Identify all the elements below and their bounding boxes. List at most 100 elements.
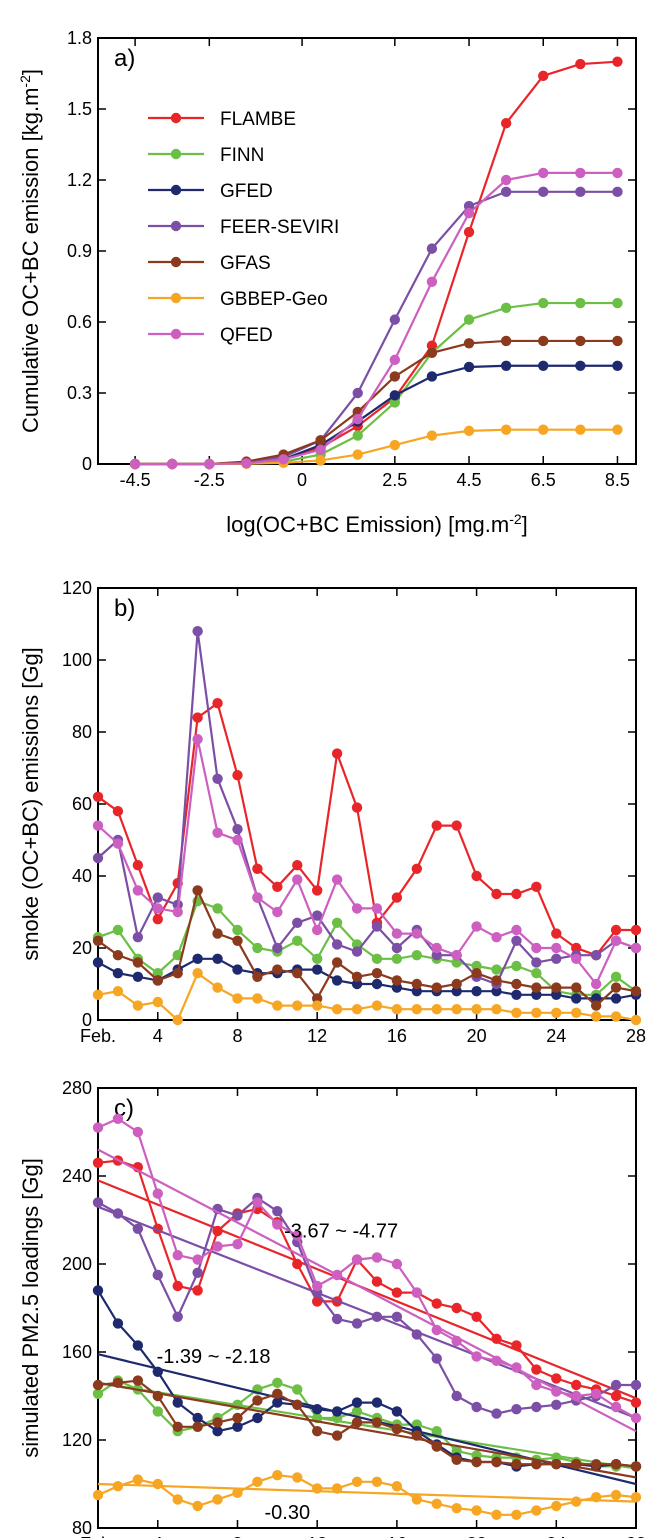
data-point	[610, 982, 622, 993]
data-point	[538, 70, 549, 82]
data-point	[112, 1481, 124, 1492]
data-point	[351, 1254, 363, 1265]
data-point	[132, 932, 144, 943]
data-point	[172, 906, 183, 918]
legend-marker	[170, 112, 182, 124]
series-5	[129, 424, 623, 470]
data-point	[292, 935, 303, 946]
data-point	[471, 986, 482, 997]
data-point	[152, 1390, 163, 1402]
data-point	[531, 1007, 542, 1018]
data-point	[292, 1472, 303, 1483]
data-point	[451, 950, 462, 961]
data-point	[491, 1355, 502, 1367]
data-point	[212, 953, 223, 964]
data-point	[612, 167, 623, 179]
data-point	[463, 314, 475, 325]
data-point	[610, 1011, 622, 1022]
data-point	[172, 1397, 183, 1408]
trend-line	[97, 1381, 637, 1470]
data-point	[212, 1494, 223, 1505]
data-point	[272, 942, 283, 954]
data-point	[431, 1353, 442, 1364]
x-tick-label: 28	[626, 1026, 646, 1046]
data-point	[331, 1313, 343, 1325]
legend-marker	[170, 328, 182, 340]
data-point	[192, 712, 203, 723]
data-point	[575, 360, 586, 371]
series-line	[97, 738, 637, 987]
data-point	[491, 964, 502, 975]
data-point	[351, 1417, 363, 1428]
data-point	[352, 430, 363, 441]
data-point	[451, 1004, 462, 1015]
data-point	[371, 1417, 383, 1428]
data-point	[511, 1509, 522, 1521]
data-point	[491, 986, 502, 997]
data-point	[232, 1487, 243, 1499]
data-point	[531, 968, 542, 979]
y-axis-label: simulated PM2.5 loadings [Gg]	[18, 1158, 43, 1458]
data-point	[351, 946, 363, 957]
data-point	[463, 207, 475, 219]
y-tick-label: 100	[62, 650, 92, 670]
plot-frame	[97, 1087, 637, 1529]
series-line	[97, 1196, 636, 1415]
data-point	[551, 1500, 562, 1512]
data-point	[331, 1406, 343, 1417]
data-point	[212, 903, 223, 914]
data-point	[391, 1481, 403, 1492]
data-point	[232, 770, 243, 781]
data-point	[610, 1379, 622, 1391]
data-point	[531, 982, 542, 993]
data-point	[212, 982, 223, 993]
x-tick-label: Feb.	[80, 1534, 116, 1538]
data-point	[531, 1401, 542, 1413]
data-point	[241, 458, 252, 469]
data-point	[192, 1254, 203, 1265]
annotation: -0.30	[264, 1502, 310, 1524]
panel-label: b)	[114, 595, 135, 622]
data-point	[192, 1412, 203, 1424]
data-point	[232, 964, 243, 975]
data-point	[411, 928, 423, 939]
y-tick-label: 20	[72, 938, 92, 958]
data-point	[500, 360, 512, 371]
data-point	[491, 1333, 502, 1345]
series-6	[92, 1113, 642, 1433]
data-point	[371, 1252, 383, 1263]
data-point	[590, 1011, 602, 1022]
data-point	[571, 1379, 582, 1391]
data-point	[112, 924, 124, 936]
data-point	[391, 1423, 403, 1435]
series-5	[92, 1470, 642, 1521]
y-tick-label: 60	[72, 794, 92, 814]
data-point	[351, 971, 363, 982]
data-point	[352, 387, 363, 399]
trend-line	[97, 1148, 637, 1433]
data-point	[252, 1197, 263, 1208]
data-point	[630, 1397, 642, 1408]
data-point	[172, 1014, 183, 1026]
data-point	[92, 1157, 104, 1169]
data-point	[371, 968, 383, 979]
data-point	[391, 1258, 403, 1270]
data-point	[491, 975, 502, 986]
series-3	[129, 186, 623, 470]
data-point	[331, 1483, 343, 1494]
series-line	[97, 1159, 637, 1404]
data-point	[426, 371, 438, 382]
data-point	[431, 1498, 442, 1510]
data-point	[132, 860, 144, 871]
data-point	[431, 820, 442, 831]
data-point	[112, 838, 124, 849]
data-point	[511, 1007, 522, 1018]
data-point	[511, 935, 522, 946]
x-tick-label: 8	[232, 1534, 242, 1538]
data-point	[531, 1379, 542, 1391]
data-point	[292, 1230, 303, 1241]
legend-marker	[170, 184, 182, 196]
data-point	[192, 1421, 203, 1433]
data-point	[612, 297, 623, 309]
data-point	[92, 1489, 104, 1501]
